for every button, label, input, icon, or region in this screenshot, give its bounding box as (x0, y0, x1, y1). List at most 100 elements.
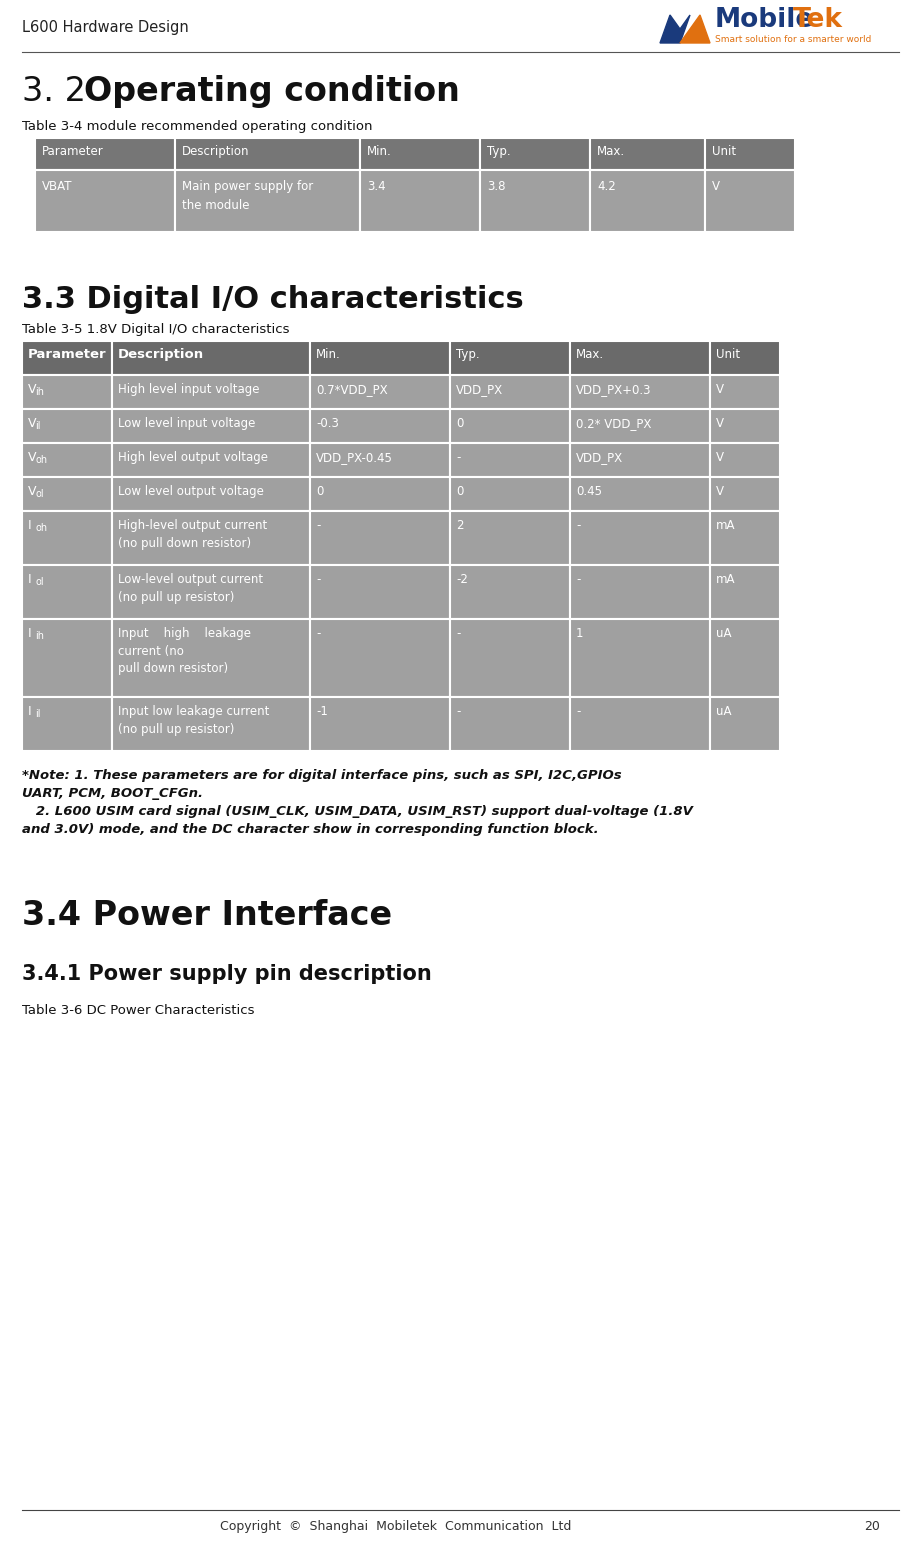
Text: V: V (716, 485, 724, 498)
Text: V: V (28, 418, 37, 430)
Text: 4.2: 4.2 (597, 180, 616, 193)
Text: High-level output current
(no pull down resistor): High-level output current (no pull down … (118, 519, 267, 550)
Bar (710, 442, 780, 478)
Text: -: - (456, 627, 460, 640)
Text: 3.3 Digital I/O characteristics: 3.3 Digital I/O characteristics (22, 285, 524, 314)
Text: VBAT: VBAT (42, 180, 73, 193)
Bar (112, 478, 310, 512)
Bar (112, 566, 310, 619)
Bar (570, 697, 710, 750)
Text: 3.8: 3.8 (487, 180, 506, 193)
Text: and 3.0V) mode, and the DC character show in corresponding function block.: and 3.0V) mode, and the DC character sho… (22, 823, 599, 837)
Bar (570, 619, 710, 697)
Text: 0: 0 (316, 485, 323, 498)
Bar (112, 408, 310, 442)
Text: 0.45: 0.45 (576, 485, 602, 498)
Bar (705, 139, 795, 170)
Bar (112, 512, 310, 566)
Bar (360, 170, 480, 233)
Bar (710, 512, 780, 566)
Text: I: I (28, 519, 31, 532)
Bar (480, 170, 590, 233)
Bar (710, 697, 780, 750)
Bar (570, 566, 710, 619)
Bar (112, 374, 310, 408)
Text: Max.: Max. (576, 348, 604, 361)
Text: mA: mA (716, 519, 736, 532)
Bar (310, 374, 450, 408)
Text: Low level output voltage: Low level output voltage (118, 485, 264, 498)
Text: VDD_PX+0.3: VDD_PX+0.3 (576, 384, 651, 396)
Text: Parameter: Parameter (28, 348, 107, 361)
Text: oh: oh (35, 522, 47, 533)
Text: Max.: Max. (597, 145, 625, 159)
Bar (310, 408, 450, 442)
Bar (35, 170, 175, 233)
Text: il: il (35, 709, 41, 720)
Text: V: V (716, 418, 724, 430)
Text: mA: mA (716, 573, 736, 586)
Bar (590, 170, 705, 233)
Text: Main power supply for
the module: Main power supply for the module (182, 180, 313, 213)
Polygon shape (680, 15, 710, 43)
Bar (705, 170, 795, 233)
Text: L600 Hardware Design: L600 Hardware Design (22, 20, 189, 35)
Text: ih: ih (35, 387, 44, 398)
Bar (450, 478, 570, 512)
Bar (175, 139, 360, 170)
Text: Low level input voltage: Low level input voltage (118, 418, 255, 430)
Text: Copyright  ©  Shanghai  Mobiletek  Communication  Ltd: Copyright © Shanghai Mobiletek Communica… (220, 1519, 571, 1533)
Text: il: il (35, 421, 41, 431)
Text: 2. L600 USIM card signal (USIM_CLK, USIM_DATA, USIM_RST) support dual-voltage (1: 2. L600 USIM card signal (USIM_CLK, USIM… (22, 804, 693, 818)
Polygon shape (660, 15, 690, 43)
Text: 0.7*VDD_PX: 0.7*VDD_PX (316, 384, 388, 396)
Bar (310, 619, 450, 697)
Bar (710, 374, 780, 408)
Bar (310, 478, 450, 512)
Text: I: I (28, 627, 31, 640)
Text: 3.4 Power Interface: 3.4 Power Interface (22, 898, 392, 932)
Text: 3.4: 3.4 (367, 180, 386, 193)
Text: V: V (716, 452, 724, 464)
Bar (22, 512, 112, 566)
Bar (175, 170, 360, 233)
Text: Mobile: Mobile (715, 8, 814, 32)
Bar (570, 341, 710, 374)
Text: UART, PCM, BOOT_CFGn.: UART, PCM, BOOT_CFGn. (22, 787, 203, 800)
Bar (112, 442, 310, 478)
Bar (710, 341, 780, 374)
Text: V: V (712, 180, 720, 193)
Text: Typ.: Typ. (487, 145, 510, 159)
Text: 20: 20 (864, 1519, 880, 1533)
Text: VDD_PX: VDD_PX (456, 384, 503, 396)
Text: Smart solution for a smarter world: Smart solution for a smarter world (715, 35, 871, 45)
Text: Operating condition: Operating condition (84, 76, 460, 108)
Bar (710, 566, 780, 619)
Text: -1: -1 (316, 704, 328, 718)
Text: -: - (576, 573, 580, 586)
Bar (450, 374, 570, 408)
Bar (450, 697, 570, 750)
Text: Parameter: Parameter (42, 145, 104, 159)
Text: Input    high    leakage
current (no
pull down resistor): Input high leakage current (no pull down… (118, 627, 251, 675)
Text: Description: Description (182, 145, 250, 159)
Text: V: V (28, 485, 37, 498)
Bar (310, 341, 450, 374)
Text: Min.: Min. (367, 145, 391, 159)
Text: Typ.: Typ. (456, 348, 480, 361)
Text: Min.: Min. (316, 348, 341, 361)
Bar (112, 341, 310, 374)
Bar (22, 619, 112, 697)
Text: High level output voltage: High level output voltage (118, 452, 268, 464)
Bar (450, 408, 570, 442)
Text: ol: ol (35, 576, 43, 587)
Bar (450, 341, 570, 374)
Text: 0.2* VDD_PX: 0.2* VDD_PX (576, 418, 651, 430)
Bar (710, 408, 780, 442)
Text: Table 3-4 module recommended operating condition: Table 3-4 module recommended operating c… (22, 120, 372, 133)
Text: uA: uA (716, 627, 731, 640)
Bar (112, 697, 310, 750)
Text: -: - (456, 452, 460, 464)
Text: -2: -2 (456, 573, 468, 586)
Text: uA: uA (716, 704, 731, 718)
